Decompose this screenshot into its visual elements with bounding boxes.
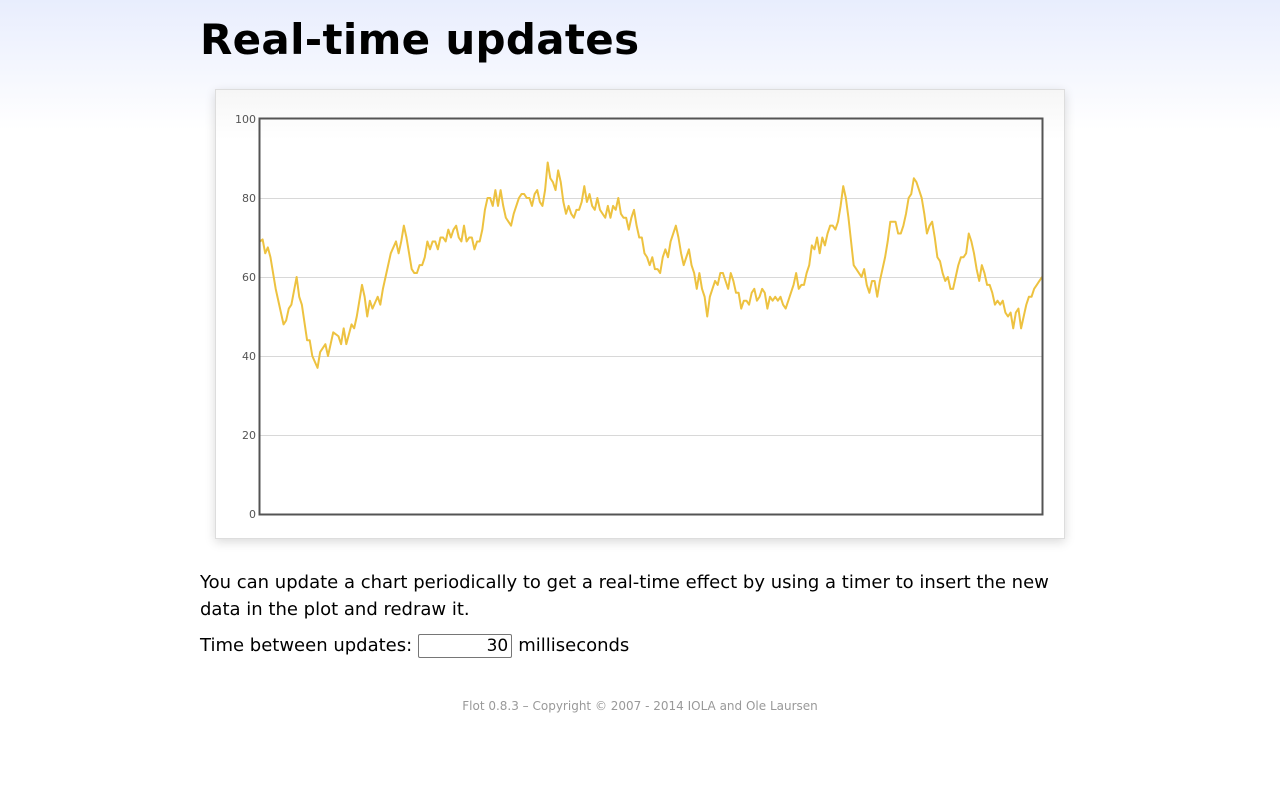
y-tick-label: 80 <box>242 192 256 205</box>
interval-unit: milliseconds <box>518 635 630 656</box>
update-interval-row: Time between updates: milliseconds <box>200 632 629 659</box>
update-interval-input[interactable] <box>418 633 513 658</box>
series-line-random <box>259 161 1043 369</box>
content: You can update a chart periodically to g… <box>200 569 1070 623</box>
chart-container: 0 20 40 60 80 100 <box>215 89 1065 539</box>
y-tick-label: 100 <box>235 113 256 126</box>
grid-lines <box>260 198 1042 436</box>
y-tick-label: 60 <box>242 271 256 284</box>
realtime-chart: 0 20 40 60 80 100 <box>235 113 1044 521</box>
page-title: Real-time updates <box>200 15 640 64</box>
y-tick-label: 20 <box>242 429 256 442</box>
header: Real-time updates <box>200 14 639 66</box>
plot-border <box>258 117 1044 516</box>
y-tick-label: 40 <box>242 350 256 363</box>
interval-label: Time between updates: <box>200 635 413 656</box>
y-tick-label: 0 <box>249 508 256 521</box>
y-axis-tick-labels: 0 20 40 60 80 100 <box>235 113 256 521</box>
footer: Flot 0.8.3 – Copyright © 2007 - 2014 IOL… <box>462 699 818 713</box>
description-text: You can update a chart periodically to g… <box>200 572 1049 620</box>
series-layer <box>259 161 1043 369</box>
